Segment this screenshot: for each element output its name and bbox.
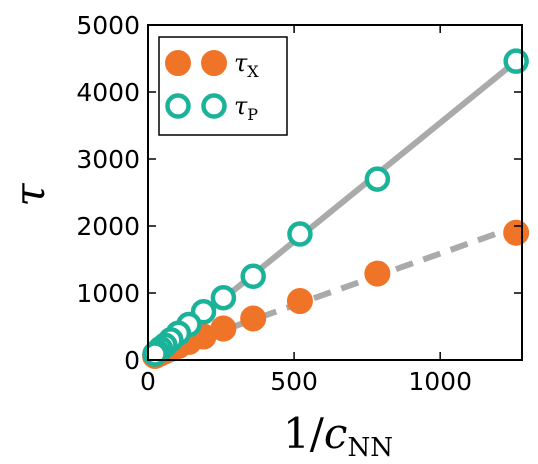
legend-marker-tau-x-2 [202, 51, 226, 75]
legend-marker-tau-x-1 [166, 51, 190, 75]
legend: τX τP [159, 37, 287, 135]
point-tau-p-1 [367, 169, 388, 190]
y-tick-label-5: 5000 [76, 11, 140, 40]
x-axis-label-sub: NN [347, 433, 393, 459]
legend-label-tau-p-sub: P [247, 105, 258, 124]
legend-label-tau-p-main: τ [234, 92, 248, 120]
point-tau-p-3 [243, 266, 264, 287]
legend-label-tau-x-main: τ [234, 49, 248, 77]
point-tau-p-2 [289, 224, 310, 245]
y-tick-label-4: 4000 [76, 78, 140, 107]
y-tick-label-3: 3000 [76, 145, 140, 174]
point-tau-x-2 [288, 289, 312, 313]
legend-marker-tau-p-1 [168, 96, 189, 117]
legend-label-tau-x-sub: X [247, 62, 259, 81]
y-tick-label-0: 0 [124, 346, 140, 375]
legend-marker-tau-p-2 [204, 96, 225, 117]
x-axis-label-var: c [324, 409, 348, 458]
y-tick-label-2: 2000 [76, 212, 140, 241]
x-tick-label-2: 1000 [408, 367, 472, 396]
point-tau-x-1 [365, 262, 389, 286]
point-tau-x-3 [241, 306, 265, 330]
x-tick-label-1: 500 [270, 367, 318, 396]
x-tick-label-0: 0 [140, 367, 156, 396]
point-tau-p-4 [213, 287, 234, 308]
y-tick-label-1: 1000 [76, 279, 140, 308]
point-tau-x-0 [504, 221, 528, 245]
y-axis-label: τ [5, 183, 54, 207]
point-tau-p-0 [506, 51, 527, 72]
x-axis-label-main: 1/ [283, 409, 325, 458]
